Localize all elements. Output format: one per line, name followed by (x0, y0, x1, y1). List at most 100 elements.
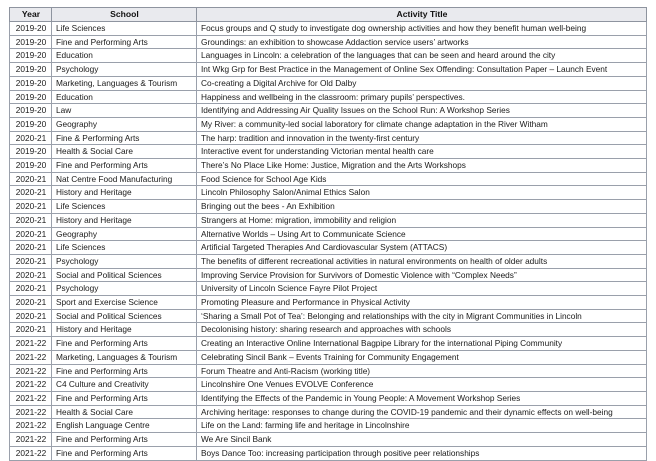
cell-activity-title: Alternative Worlds – Using Art to Commun… (196, 226, 647, 242)
cell-activity-title: Interactive event for understanding Vict… (196, 144, 647, 160)
column-header-activity-title: Activity Title (196, 6, 647, 23)
cell-year: 2019-20 (9, 75, 52, 91)
cell-activity-title: Celebrating Sincil Bank – Events Trainin… (196, 349, 647, 365)
table-row: 2020-21 History and Heritage Decolonising … (9, 322, 647, 338)
cell-activity-title: Lincolnshire One Venues EVOLVE Conferenc… (196, 377, 647, 392)
table-row: 2020-21 Psychology The benefits of differe… (9, 253, 647, 269)
cell-year: 2019-20 (9, 21, 52, 36)
cell-activity-title: University of Lincoln Science Fayre Pilo… (196, 281, 647, 297)
cell-school: Fine and Performing Arts (51, 336, 197, 351)
cell-year: 2019-20 (9, 144, 52, 160)
cell-activity-title: Life on the Land: farming life and herit… (196, 418, 647, 434)
cell-activity-title: Boys Dance Too: increasing participation… (196, 445, 647, 461)
column-header-year: Year (9, 6, 52, 23)
cell-school: Life Sciences (51, 199, 197, 214)
table-row: 2020-21 Life Sciences Artificial Targeted … (9, 240, 647, 255)
table-row: 2021-22 C4 Culture and Creativity Lincolns… (9, 377, 647, 392)
cell-school: Fine & Performing Arts (51, 130, 197, 146)
cell-year: 2021-22 (9, 349, 52, 365)
cell-activity-title: Int Wkg Grp for Best Practice in the Man… (196, 62, 647, 77)
cell-year: 2020-21 (9, 185, 52, 201)
cell-year: 2019-20 (9, 62, 52, 77)
cell-year: 2021-22 (9, 432, 52, 447)
table-row: 2019-20 Psychology Int Wkg Grp for Best Pr… (9, 62, 647, 77)
cell-year: 2020-21 (9, 212, 52, 228)
cell-activity-title: Artificial Targeted Therapies And Cardio… (196, 240, 647, 255)
table-row: 2021-22 Fine and Performing Arts Creating … (9, 336, 647, 351)
table-row: 2020-21 Sport and Exercise Science Promoti… (9, 295, 647, 310)
cell-year: 2019-20 (9, 116, 52, 132)
cell-school: C4 Culture and Creativity (51, 377, 197, 392)
cell-activity-title: Strangers at Home: migration, immobility… (196, 212, 647, 228)
cell-school: Geography (51, 116, 197, 132)
table-header-row: Year School Activity Title (9, 6, 647, 23)
cell-activity-title: Lincoln Philosophy Salon/Animal Ethics S… (196, 185, 647, 201)
table-row: 2021-22 Marketing, Languages & Tourism Cel… (9, 349, 647, 365)
cell-school: Education (51, 89, 197, 105)
cell-school: English Language Centre (51, 418, 197, 434)
cell-activity-title: Identifying the Effects of the Pandemic … (196, 391, 647, 406)
cell-year: 2019-20 (9, 89, 52, 105)
cell-activity-title: Creating an Interactive Online Internati… (196, 336, 647, 351)
cell-school: Fine and Performing Arts (51, 391, 197, 406)
cell-year: 2020-21 (9, 322, 52, 338)
cell-year: 2020-21 (9, 267, 52, 283)
cell-activity-title: Groundings: an exhibition to showcase Ad… (196, 34, 647, 50)
cell-activity-title: Archiving heritage: responses to change … (196, 404, 647, 420)
activity-table-container: Year School Activity Title 2019-20 Life S… (9, 6, 647, 461)
table-row: 2019-20 Fine and Performing Arts Grounding… (9, 34, 647, 50)
cell-year: 2021-22 (9, 336, 52, 351)
cell-year: 2020-21 (9, 308, 52, 324)
cell-year: 2020-21 (9, 240, 52, 255)
cell-year: 2020-21 (9, 281, 52, 297)
table-row: 2020-21 Psychology University of Lincoln S… (9, 281, 647, 297)
table-row: 2020-21 History and Heritage Strangers at … (9, 212, 647, 228)
cell-activity-title: Promoting Pleasure and Performance in Ph… (196, 295, 647, 310)
cell-year: 2021-22 (9, 391, 52, 406)
cell-school: History and Heritage (51, 212, 197, 228)
cell-school: Fine and Performing Arts (51, 432, 197, 447)
cell-year: 2020-21 (9, 295, 52, 310)
table-row: 2019-20 Marketing, Languages & Tourism Co-… (9, 75, 647, 91)
cell-school: Law (51, 103, 197, 118)
cell-school: Psychology (51, 281, 197, 297)
cell-school: Fine and Performing Arts (51, 158, 197, 173)
table-row: 2020-21 Fine & Performing Arts The harp: t… (9, 130, 647, 146)
cell-school: Life Sciences (51, 240, 197, 255)
cell-activity-title: The benefits of different recreational a… (196, 253, 647, 269)
cell-school: Social and Political Sciences (51, 308, 197, 324)
cell-school: Psychology (51, 253, 197, 269)
cell-activity-title: Co-creating a Digital Archive for Old Da… (196, 75, 647, 91)
cell-activity-title: Identifying and Addressing Air Quality I… (196, 103, 647, 118)
cell-year: 2020-21 (9, 171, 52, 187)
cell-year: 2019-20 (9, 103, 52, 118)
table-row: 2021-22 English Language Centre Life on th… (9, 418, 647, 434)
cell-activity-title: Food Science for School Age Kids (196, 171, 647, 187)
cell-activity-title: Forum Theatre and Anti-Racism (working t… (196, 363, 647, 379)
table-row: 2021-22 Fine and Performing Arts Identifyi… (9, 391, 647, 406)
cell-activity-title: My River: a community-led social laborat… (196, 116, 647, 132)
table-row: 2020-21 Nat Centre Food Manufacturing Food… (9, 171, 647, 187)
cell-activity-title: The harp: tradition and innovation in th… (196, 130, 647, 146)
table-row: 2021-22 Fine and Performing Arts We Are Si… (9, 432, 647, 447)
cell-school: Marketing, Languages & Tourism (51, 349, 197, 365)
cell-activity-title: Improving Service Provision for Survivor… (196, 267, 647, 283)
table-row: 2020-21 Social and Political Sciences Impr… (9, 267, 647, 283)
table-row: 2019-20 Education Languages in Lincoln: a … (9, 48, 647, 64)
cell-school: Sport and Exercise Science (51, 295, 197, 310)
cell-school: Education (51, 48, 197, 64)
table-row: 2019-20 Law Identifying and Addressing Air… (9, 103, 647, 118)
table-body: 2019-20 Life Sciences Focus groups and Q s… (9, 21, 647, 461)
table-row: 2020-21 Life Sciences Bringing out the bee… (9, 199, 647, 214)
cell-activity-title: Languages in Lincoln: a celebration of t… (196, 48, 647, 64)
activity-table: Year School Activity Title 2019-20 Life S… (9, 6, 647, 461)
table-header: Year School Activity Title (9, 6, 647, 23)
cell-activity-title: Decolonising history: sharing research a… (196, 322, 647, 338)
cell-school: Geography (51, 226, 197, 242)
cell-year: 2019-20 (9, 34, 52, 50)
cell-school: Social and Political Sciences (51, 267, 197, 283)
cell-school: Fine and Performing Arts (51, 363, 197, 379)
cell-year: 2019-20 (9, 158, 52, 173)
cell-year: 2019-20 (9, 48, 52, 64)
cell-school: Marketing, Languages & Tourism (51, 75, 197, 91)
